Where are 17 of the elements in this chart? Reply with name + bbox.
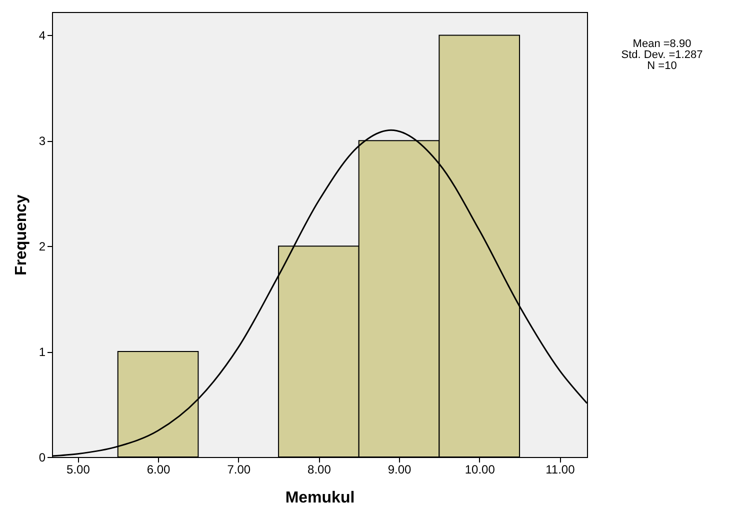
y-tick-label: 0	[38, 450, 46, 464]
x-tick-label: 7.00	[227, 462, 251, 476]
y-tick-label: 3	[38, 134, 46, 148]
x-tick-label: 9.00	[388, 462, 412, 476]
x-tick-label: 5.00	[66, 462, 90, 476]
text: N =10	[647, 60, 677, 72]
y-tick-label: 1	[38, 345, 46, 360]
x-tick-label: 6.00	[146, 462, 171, 476]
y-tick-label: 4	[38, 28, 46, 43]
text: Std. Dev. =1.287	[621, 49, 703, 61]
x-tick-label: 10.00	[464, 462, 496, 476]
x-tick-label: 8.00	[308, 462, 332, 476]
text: Mean =8.90	[632, 38, 692, 50]
y-axis-title: Frequency	[12, 194, 30, 276]
x-axis-title: Memukul	[285, 490, 355, 506]
x-tick-label: 11.00	[546, 462, 576, 476]
y-tick-label: 2	[38, 240, 46, 254]
